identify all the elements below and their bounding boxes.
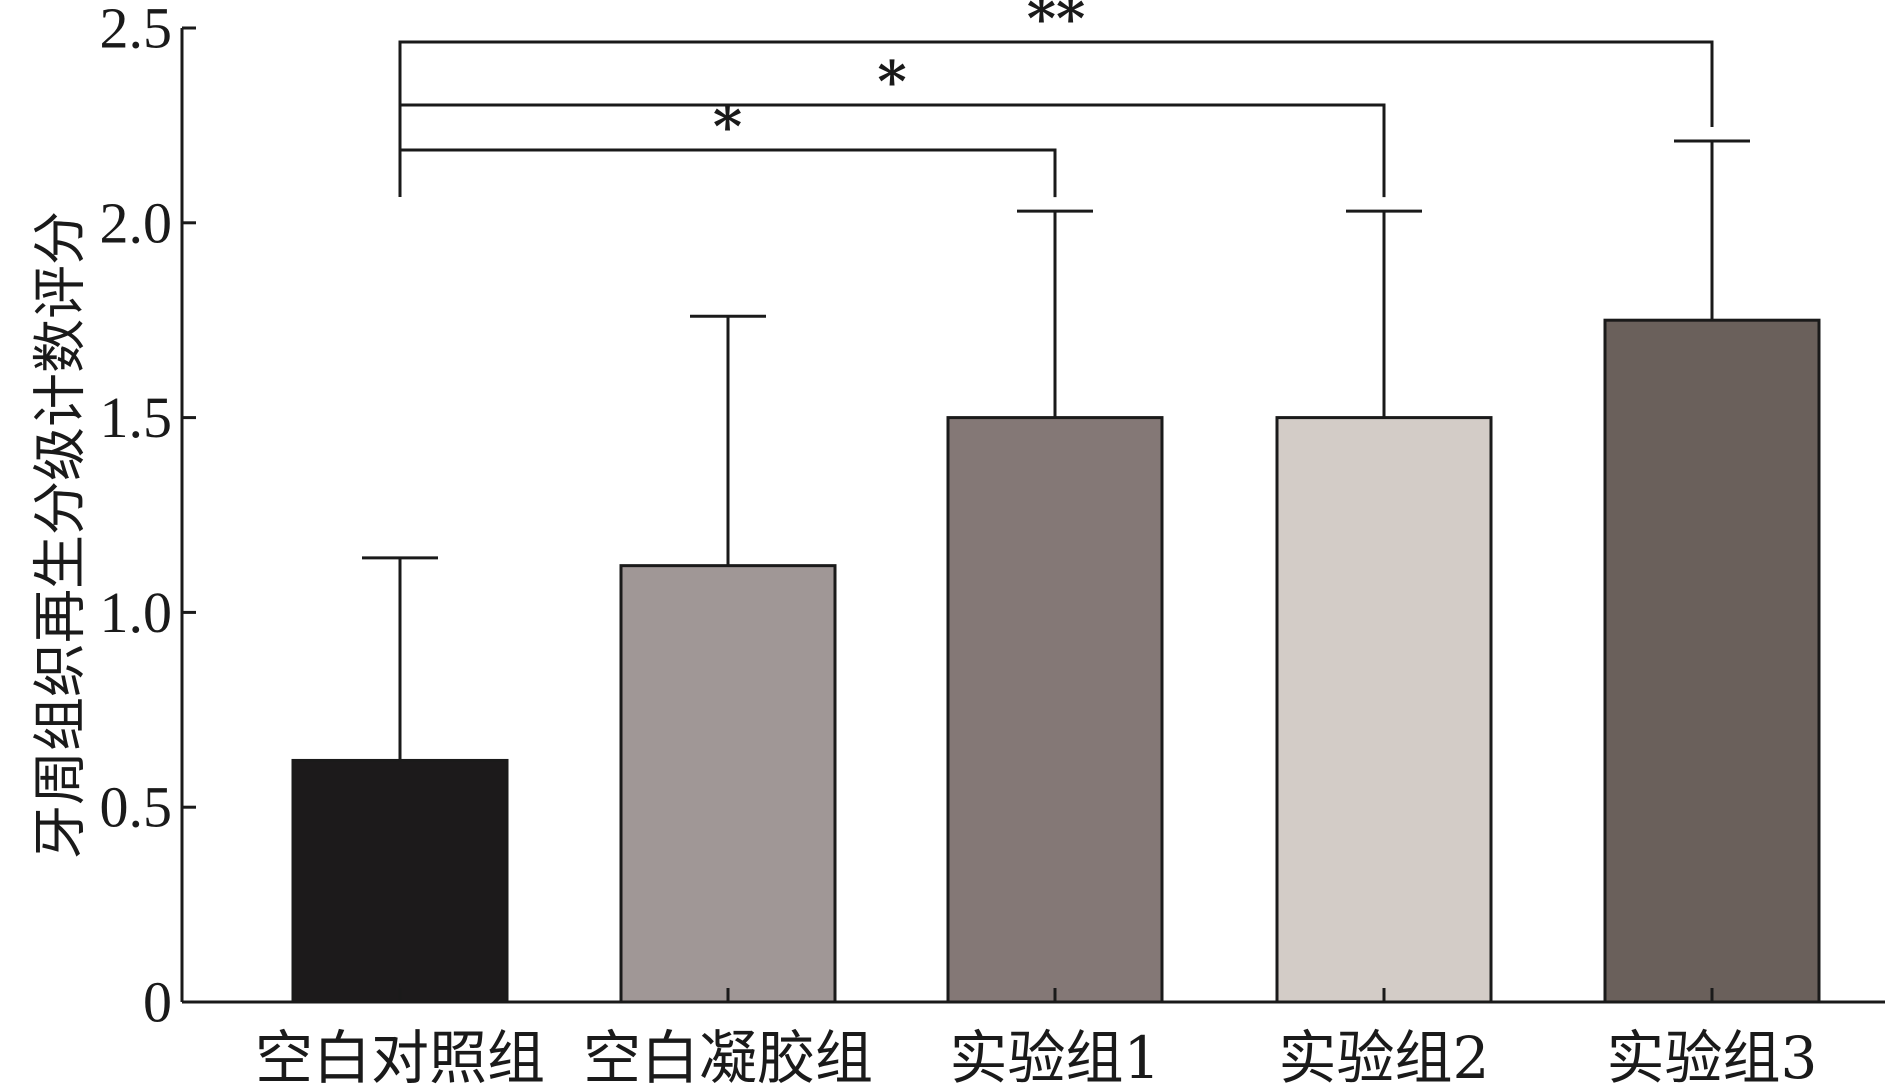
y-axis-label: 牙周组织再生分级计数评分	[29, 211, 92, 859]
bar-3	[946, 416, 1164, 1004]
bar-2	[619, 564, 837, 1004]
x-tick-labels: 空白对照组 空白凝胶组 实验组1 实验组2 实验组3	[255, 1024, 1817, 1089]
x-tick-label: 空白对照组	[255, 1024, 545, 1089]
y-tick-label: 2.5	[100, 0, 173, 61]
significance-label: *	[877, 49, 906, 115]
bar-4	[1275, 416, 1493, 1004]
bar-5	[1603, 318, 1821, 1004]
y-axis-label-group: 牙周组织再生分级计数评分	[29, 211, 92, 859]
x-tick-label: 空白凝胶组	[583, 1024, 873, 1089]
error-bars	[362, 139, 1750, 761]
y-tick-label: 2.0	[100, 190, 173, 255]
bar-1	[291, 758, 509, 1004]
x-tick-label: 实验组1	[950, 1024, 1161, 1089]
bars	[291, 318, 1821, 1004]
axes	[180, 28, 1885, 1004]
significance-bracket	[398, 40, 1714, 197]
significance-brackets: ****	[398, 0, 1714, 198]
significance-label: **	[1027, 0, 1086, 52]
y-tick-label: 0	[143, 970, 172, 1035]
y-tick-label: 1.5	[100, 385, 173, 450]
y-tick-label: 1.0	[100, 580, 173, 645]
x-tick-label: 实验组2	[1279, 1024, 1490, 1089]
x-ticks	[398, 988, 1714, 1002]
y-ticks: 0 0.5 1.0 1.5 2.0 2.5	[100, 0, 196, 1035]
y-tick-label: 0.5	[100, 775, 173, 840]
x-tick-label: 实验组3	[1607, 1024, 1818, 1089]
